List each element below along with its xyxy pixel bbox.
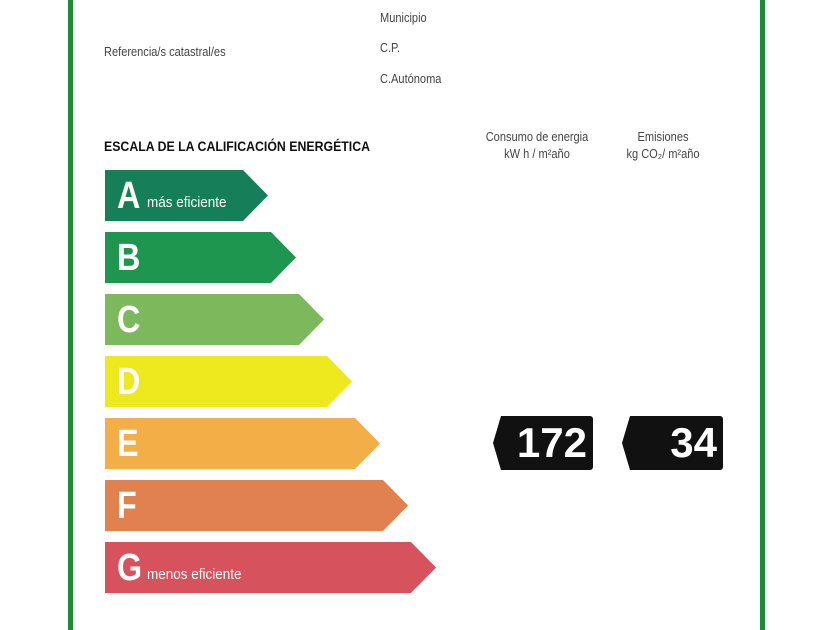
scale-title: ESCALA DE LA CALIFICACIÓN ENERGÉTICA	[104, 138, 371, 154]
emisiones-value-badge: 34	[622, 416, 723, 470]
consumo-value-badge: 172	[493, 416, 593, 470]
emisiones-header-line1: Emisiones	[637, 129, 689, 144]
consumo-header-line2: kW h / m²año	[504, 146, 570, 161]
page-border-right	[760, 0, 765, 630]
rating-bar-b: B	[105, 232, 296, 283]
rating-letter: D	[117, 361, 141, 403]
rating-letter: E	[117, 423, 139, 465]
emisiones-header-line2: kg CO₂/ m²año	[626, 146, 700, 161]
rating-bar-c: C	[105, 294, 324, 345]
rating-bar-e: E	[105, 418, 380, 469]
page-border-left	[68, 0, 73, 630]
consumo-header-line1: Consumo de energia	[485, 129, 589, 144]
rating-label: menos eficiente	[147, 566, 242, 583]
rating-letter: C	[117, 299, 141, 341]
rating-bar-f: F	[105, 480, 408, 531]
consumo-header: Consumo de energia kW h / m²año	[482, 128, 593, 162]
referencia-label: Referencia/s catastral/es	[104, 44, 226, 59]
autonoma-label: C.Autónoma	[380, 71, 442, 86]
emisiones-header: Emisiones kg CO₂/ m²año	[608, 128, 719, 162]
rating-label: más eficiente	[147, 194, 227, 211]
rating-letter: G	[117, 547, 143, 589]
municipio-label: Municipio	[380, 10, 427, 25]
rating-letter: B	[117, 237, 141, 279]
rating-bar-d: D	[105, 356, 352, 407]
rating-letter: A	[117, 175, 141, 217]
rating-letter: F	[117, 485, 137, 527]
cp-label: C.P.	[380, 40, 401, 55]
